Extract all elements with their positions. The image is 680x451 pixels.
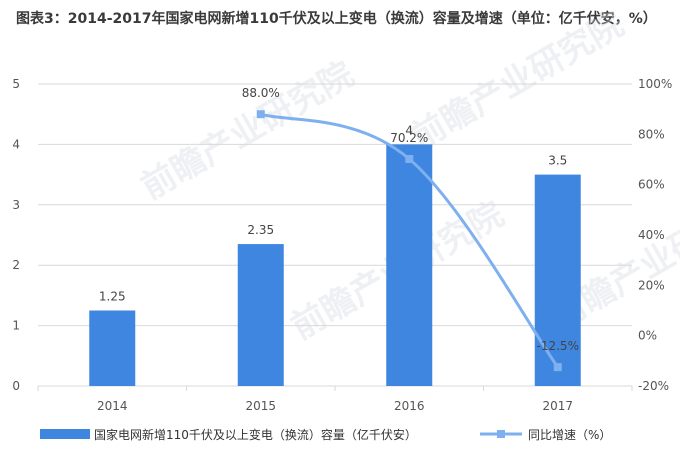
y-left-tick-label: 1 [12, 319, 20, 333]
y-left-tick-label: 3 [12, 198, 20, 212]
y-right-tick-label: 20% [638, 278, 665, 292]
y-left-tick-label: 5 [12, 77, 20, 91]
line-point [405, 154, 414, 163]
bar-value-label: 4 [405, 123, 413, 137]
y-right-tick-label: 100% [638, 77, 672, 91]
legend-bar-label: 国家电网新增110千伏及以上变电（换流）容量（亿千伏安） [94, 427, 417, 442]
legend-line-marker [497, 430, 505, 438]
bar [534, 174, 581, 386]
y-left-tick-label: 4 [12, 137, 20, 151]
line-value-label: 88.0% [242, 86, 280, 100]
x-tick-label: 2014 [97, 399, 128, 413]
watermark-text: 前瞻产业研究院 [135, 54, 361, 208]
legend-bar-swatch [40, 429, 90, 439]
line-value-label: 70.2% [390, 131, 428, 145]
x-tick-label: 2016 [394, 399, 425, 413]
chart-title: 图表3：2014-2017年国家电网新增110千伏及以上变电（换流）容量及增速（… [16, 11, 657, 27]
bar-value-label: 3.5 [548, 154, 567, 168]
legend-line-label: 同比增速（%） [528, 428, 611, 442]
bar [89, 310, 136, 386]
y-right-tick-label: 40% [638, 228, 665, 242]
y-right-tick-label: 80% [638, 127, 665, 141]
y-right-tick-label: -20% [638, 379, 669, 393]
line-point [553, 363, 562, 372]
series-line [260, 112, 559, 368]
y-right-tick-label: 60% [638, 178, 665, 192]
bar [386, 144, 433, 386]
y-left-tick-label: 2 [12, 258, 20, 272]
line-value-label: -12.5% [537, 339, 579, 353]
bar-value-label: 1.25 [99, 290, 126, 304]
y-right-tick-label: 0% [638, 329, 657, 343]
bar [237, 244, 284, 386]
bar-value-label: 2.35 [247, 223, 274, 237]
y-left-tick-label: 0 [12, 379, 20, 393]
watermark-text: 前瞻产业研究院 [405, 4, 631, 158]
x-tick-label: 2015 [245, 399, 276, 413]
line-point [256, 110, 265, 119]
x-tick-label: 2017 [542, 399, 573, 413]
